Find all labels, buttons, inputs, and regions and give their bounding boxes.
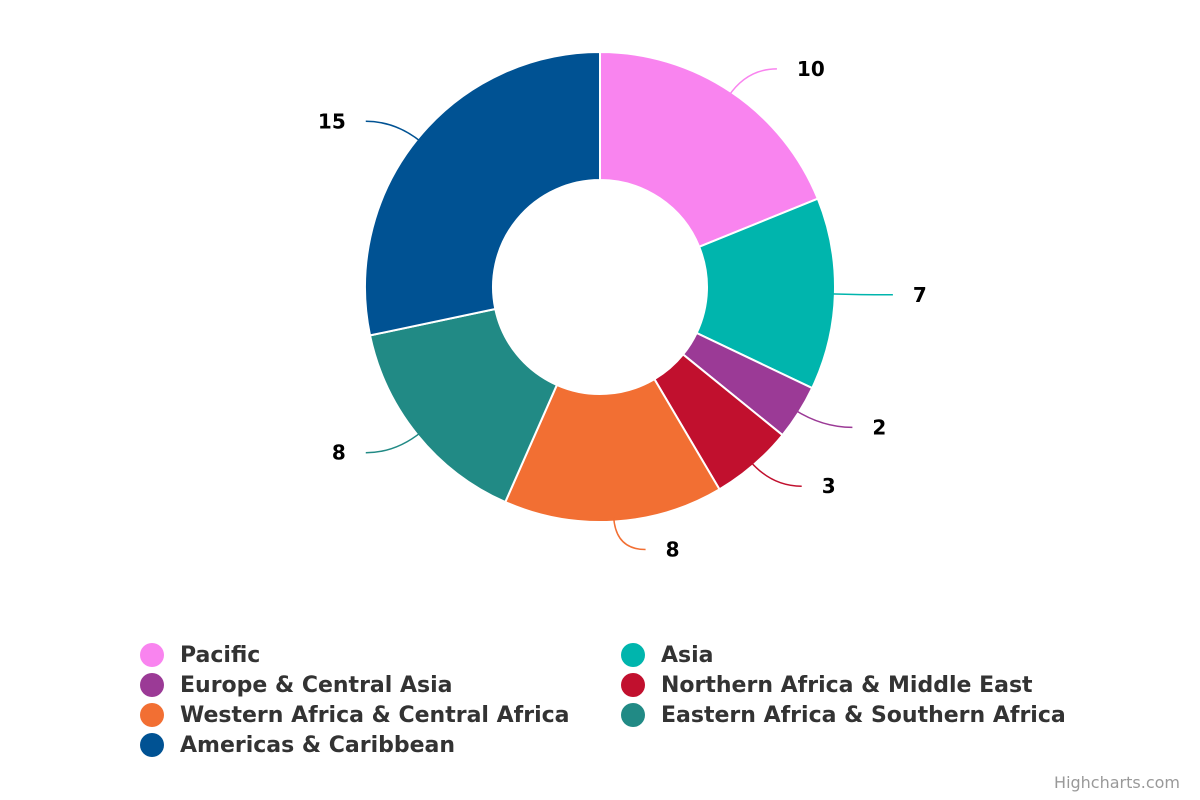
legend-item-pacific[interactable]: Pacific — [140, 640, 260, 670]
connector-western-africa-and-central-africa — [612, 516, 646, 551]
connector-europe-and-central-asia — [794, 409, 853, 429]
legend-item-eastern-africa-and-southern-africa[interactable]: Eastern Africa & Southern Africa — [621, 700, 1066, 730]
connector-northern-africa-and-middle-east — [749, 460, 802, 487]
legend-item-europe-and-central-asia[interactable]: Europe & Central Asia — [140, 670, 452, 700]
data-label-asia: 7 — [913, 283, 927, 307]
legend-marker-icon — [621, 673, 645, 697]
slice-americas-and-caribbean[interactable] — [364, 50, 601, 337]
legend-marker-icon — [140, 643, 164, 667]
connector-pacific — [727, 68, 777, 97]
legend-label: Americas & Caribbean — [180, 732, 456, 758]
slice-asia[interactable] — [695, 197, 836, 390]
data-label-eastern-africa-and-southern-africa: 8 — [332, 441, 346, 465]
donut-chart: 10 7 2 3 8 8 15 — [318, 50, 927, 562]
slice-eastern-africa-and-southern-africa[interactable] — [368, 307, 559, 504]
legend-marker-icon — [140, 673, 164, 697]
data-label-northern-africa-and-middle-east: 3 — [822, 474, 836, 498]
legend-label: Northern Africa & Middle East — [661, 672, 1033, 698]
legend-label: Western Africa & Central Africa — [180, 702, 570, 728]
legend-item-asia[interactable]: Asia — [621, 640, 714, 670]
legend-label: Eastern Africa & Southern Africa — [661, 702, 1066, 728]
legend-item-americas-and-caribbean[interactable]: Americas & Caribbean — [140, 730, 455, 760]
legend-marker-icon — [140, 703, 164, 727]
legend-item-northern-africa-and-middle-east[interactable]: Northern Africa & Middle East — [621, 670, 1033, 700]
legend-marker-icon — [140, 733, 164, 757]
legend-item-western-africa-and-central-africa[interactable]: Western Africa & Central Africa — [140, 700, 570, 730]
legend-label: Pacific — [180, 642, 261, 668]
data-label-western-africa-and-central-africa: 8 — [666, 538, 680, 562]
legend-marker-icon — [621, 643, 645, 667]
data-label-europe-and-central-asia: 2 — [872, 415, 886, 439]
legend-marker-icon — [621, 703, 645, 727]
connector-eastern-africa-and-southern-africa — [365, 431, 422, 454]
slice-western-africa-and-central-africa[interactable] — [503, 377, 721, 523]
legend-label: Europe & Central Asia — [180, 672, 453, 698]
data-label-americas-and-caribbean: 15 — [318, 109, 346, 133]
connector-asia — [829, 293, 893, 296]
slice-pacific[interactable] — [599, 50, 820, 249]
legend-label: Asia — [661, 642, 714, 668]
connector-americas-and-caribbean — [365, 120, 422, 143]
data-label-pacific: 10 — [797, 57, 825, 81]
credits-link[interactable]: Highcharts.com — [1054, 773, 1180, 792]
